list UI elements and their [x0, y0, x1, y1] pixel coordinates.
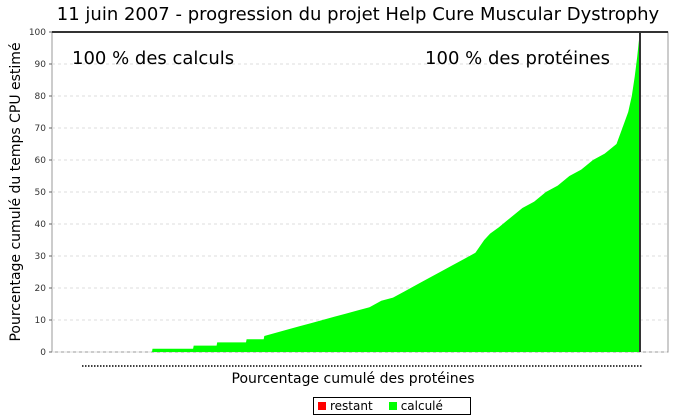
- legend-item-calcule: calculé: [388, 399, 443, 413]
- legend-label-restant: restant: [330, 399, 373, 413]
- y-tick-label-10: 10: [35, 316, 47, 326]
- chart-title-date: 11 juin 2007: [57, 4, 170, 25]
- x-axis-label: Pourcentage cumulé des protéines: [232, 371, 475, 387]
- y-tick-label-60: 60: [35, 156, 47, 166]
- reference-lines: [52, 31, 668, 352]
- series-calcule-area: [52, 32, 640, 352]
- legend-swatch-calcule: [388, 402, 397, 410]
- annotation-100-calculs: 100 % des calculs: [72, 48, 234, 69]
- y-tick-label-20: 20: [35, 284, 47, 294]
- y-axis-ticks: 0 10 20 30 40 50 60 70 80 90 100: [29, 28, 52, 358]
- y-tick-label-50: 50: [35, 188, 47, 198]
- y-tick-label-100: 100: [29, 28, 46, 38]
- chart-title-main: progression du projet Help Cure Muscular…: [188, 4, 660, 25]
- y-tick-label-80: 80: [35, 92, 47, 102]
- series-layer: [52, 32, 640, 352]
- y-tick-label-90: 90: [35, 60, 47, 70]
- legend: restant calculé: [313, 397, 471, 415]
- y-tick-label-40: 40: [35, 220, 47, 230]
- y-tick-label-0: 0: [40, 348, 46, 358]
- y-tick-label-30: 30: [35, 252, 47, 262]
- chart-title-separator: -: [176, 4, 183, 25]
- y-tick-label-70: 70: [35, 124, 47, 134]
- y-axis-label: Pourcentage cumulé du temps CPU estimé: [8, 42, 24, 341]
- legend-label-calcule: calculé: [400, 399, 443, 413]
- chart-title: 11 juin 2007 - progression du projet Hel…: [57, 4, 660, 25]
- annotation-100-proteines: 100 % des protéines: [425, 48, 610, 69]
- legend-item-restant: restant: [318, 399, 373, 413]
- legend-swatch-restant: [318, 402, 326, 410]
